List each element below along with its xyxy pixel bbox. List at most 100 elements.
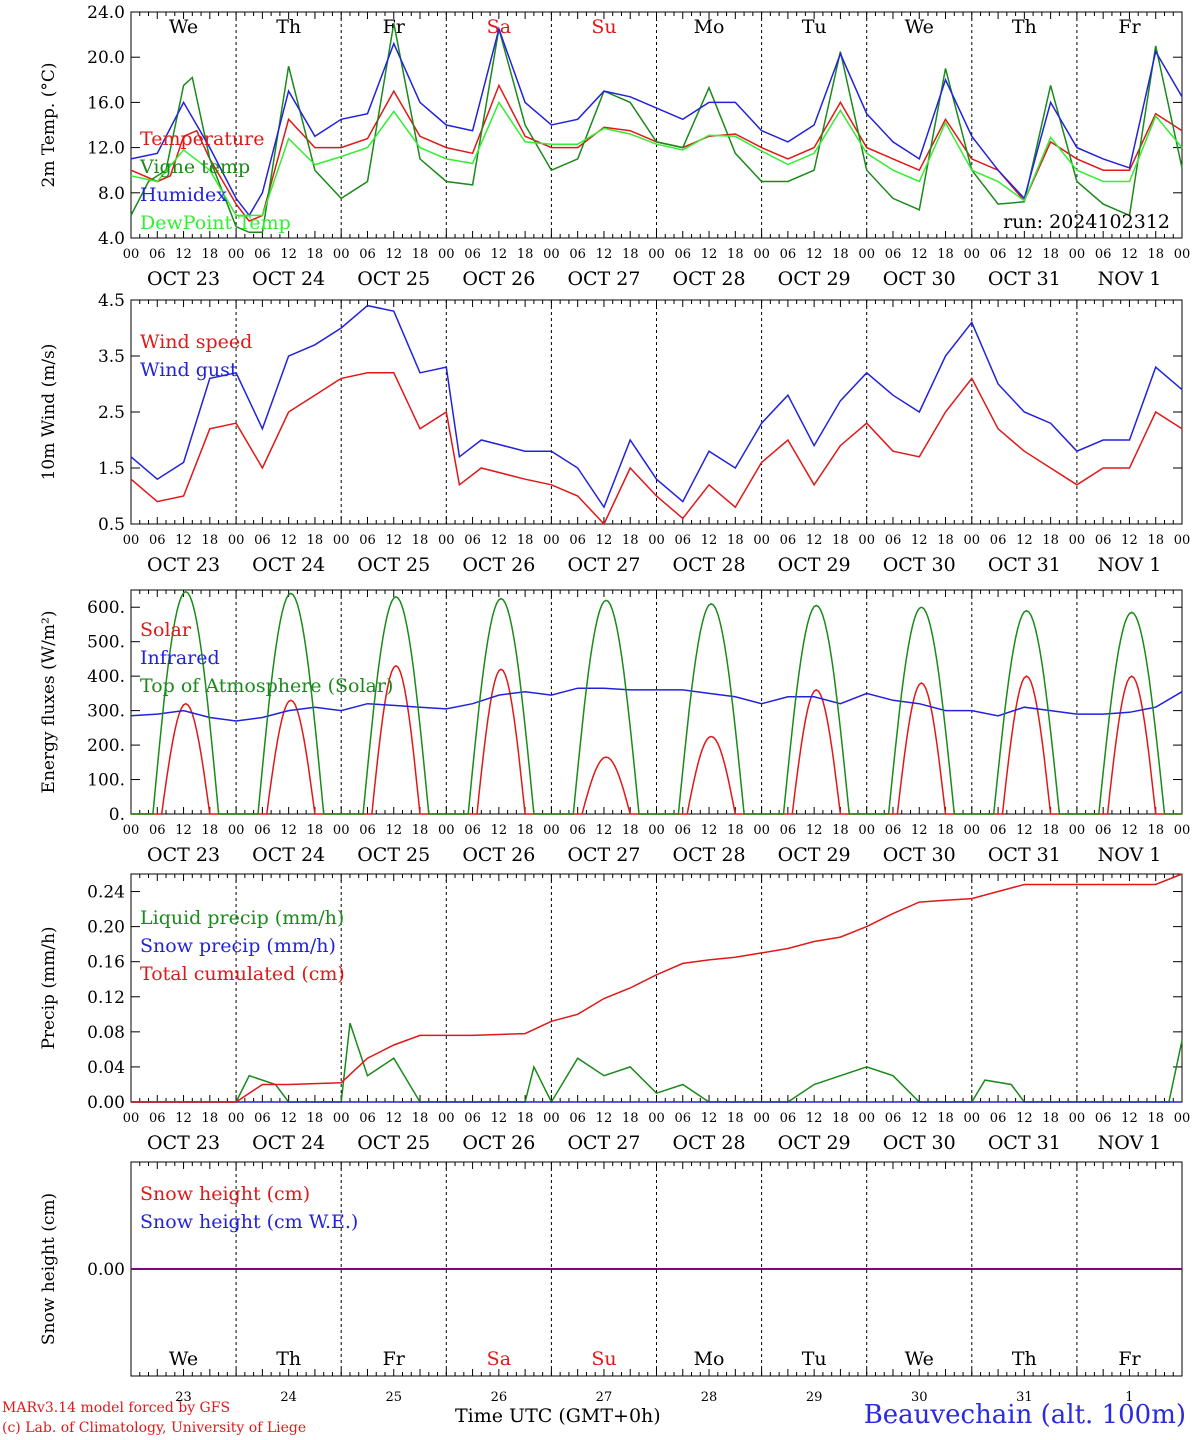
hour-label: 06 bbox=[359, 823, 376, 838]
y-axis-label: Snow height (cm) bbox=[39, 1193, 59, 1345]
hour-label: 00 bbox=[648, 1111, 665, 1126]
y-axis-label: Precip (mm/h) bbox=[39, 926, 59, 1049]
y-tick-label: 0. bbox=[109, 805, 125, 825]
hour-label: 18 bbox=[517, 533, 534, 548]
hour-label: 06 bbox=[675, 1111, 692, 1126]
legend-entry: Solar bbox=[140, 619, 192, 641]
hour-label: 06 bbox=[464, 1111, 481, 1126]
hour-label: 12 bbox=[175, 823, 192, 838]
day-number: 24 bbox=[280, 1390, 297, 1405]
hour-label: 18 bbox=[727, 247, 744, 262]
date-label: OCT 24 bbox=[252, 554, 325, 576]
y-tick-label: 0.16 bbox=[87, 953, 125, 973]
date-label: OCT 28 bbox=[673, 554, 746, 576]
day-number: 30 bbox=[911, 1390, 928, 1405]
day-label-top: Tu bbox=[802, 16, 827, 38]
hour-label: 12 bbox=[701, 823, 718, 838]
date-label: OCT 29 bbox=[778, 554, 851, 576]
hour-label: 06 bbox=[149, 533, 166, 548]
hour-label: 06 bbox=[780, 1111, 797, 1126]
y-tick-label: 200. bbox=[87, 736, 125, 756]
y-tick-label: 0.04 bbox=[87, 1058, 125, 1078]
y-tick-label: 0.08 bbox=[87, 1023, 125, 1043]
hour-label: 06 bbox=[675, 823, 692, 838]
hour-label: 06 bbox=[569, 1111, 586, 1126]
hour-label: 00 bbox=[1174, 823, 1191, 838]
day-number: 28 bbox=[701, 1390, 718, 1405]
hour-label: 12 bbox=[1121, 533, 1138, 548]
hour-label: 06 bbox=[569, 533, 586, 548]
y-tick-label: 400. bbox=[87, 667, 125, 687]
date-label: OCT 30 bbox=[883, 554, 956, 576]
day-label-top: Mo bbox=[694, 16, 725, 38]
series-line-total-cumulated-cm- bbox=[131, 873, 1183, 1103]
time-axis-label: Time UTC (GMT+0h) bbox=[455, 1405, 661, 1427]
date-label: OCT 28 bbox=[673, 268, 746, 290]
legend-entry: Wind speed bbox=[140, 331, 252, 353]
day-number: 26 bbox=[491, 1390, 508, 1405]
day-label-bottom: Fr bbox=[1118, 1348, 1141, 1370]
day-label-bottom: Tu bbox=[802, 1348, 827, 1370]
hour-label: 12 bbox=[280, 533, 297, 548]
legend-entry: Liquid precip (mm/h) bbox=[140, 907, 344, 929]
legend-entry: Snow precip (mm/h) bbox=[140, 935, 336, 957]
hour-label: 06 bbox=[1095, 247, 1112, 262]
y-tick-label: 2.5 bbox=[98, 403, 125, 423]
hour-label: 00 bbox=[858, 823, 875, 838]
hour-label: 18 bbox=[307, 533, 324, 548]
hour-label: 06 bbox=[990, 823, 1007, 838]
hour-label: 00 bbox=[964, 1111, 981, 1126]
hour-label: 18 bbox=[832, 823, 849, 838]
hour-label: 00 bbox=[438, 823, 455, 838]
hour-label: 00 bbox=[228, 533, 245, 548]
date-label: OCT 24 bbox=[252, 844, 325, 866]
hour-label: 12 bbox=[1016, 533, 1033, 548]
hour-label: 00 bbox=[648, 823, 665, 838]
hour-label: 00 bbox=[123, 247, 140, 262]
hour-label: 18 bbox=[1147, 247, 1164, 262]
hour-label: 06 bbox=[675, 533, 692, 548]
series-line-wind-gust bbox=[130, 304, 1183, 509]
hour-label: 18 bbox=[622, 823, 639, 838]
y-tick-label: 0.5 bbox=[98, 515, 125, 535]
legend-entry: Top of Atmosphere (Solar) bbox=[140, 675, 393, 697]
hour-label: 00 bbox=[438, 533, 455, 548]
day-number: 29 bbox=[806, 1390, 823, 1405]
hour-label: 18 bbox=[202, 533, 219, 548]
date-label: OCT 25 bbox=[357, 268, 430, 290]
y-tick-label: 8.0 bbox=[98, 184, 125, 204]
hour-label: 00 bbox=[753, 533, 770, 548]
hour-label: 00 bbox=[858, 247, 875, 262]
legend-entry: Wind gust bbox=[140, 359, 238, 381]
y-axis-label: Energy fluxes (W/m²) bbox=[39, 611, 59, 794]
hour-label: 18 bbox=[832, 247, 849, 262]
date-label: OCT 27 bbox=[567, 1132, 640, 1154]
copyright-credit: (c) Lab. of Climatology, University of L… bbox=[2, 1420, 307, 1436]
date-label: OCT 26 bbox=[462, 844, 535, 866]
hour-label: 12 bbox=[701, 1111, 718, 1126]
hour-label: 18 bbox=[412, 247, 429, 262]
date-label: NOV 1 bbox=[1098, 268, 1162, 290]
hour-label: 06 bbox=[569, 823, 586, 838]
series-line-humidex bbox=[130, 26, 1183, 217]
run-label: run: 2024102312 bbox=[1003, 211, 1170, 233]
hour-label: 00 bbox=[333, 1111, 350, 1126]
hour-label: 12 bbox=[596, 247, 613, 262]
hour-label: 18 bbox=[1147, 823, 1164, 838]
hour-label: 18 bbox=[1042, 1111, 1059, 1126]
date-label: NOV 1 bbox=[1098, 554, 1162, 576]
hour-label: 00 bbox=[123, 1111, 140, 1126]
y-axis-label: 10m Wind (m/s) bbox=[39, 344, 59, 481]
series-line-temperature bbox=[130, 83, 1183, 223]
hour-label: 12 bbox=[911, 247, 928, 262]
hour-label: 12 bbox=[385, 247, 402, 262]
hour-label: 00 bbox=[123, 823, 140, 838]
hour-label: 18 bbox=[937, 533, 954, 548]
hour-label: 06 bbox=[149, 1111, 166, 1126]
hour-label: 18 bbox=[412, 1111, 429, 1126]
hour-label: 18 bbox=[1147, 1111, 1164, 1126]
series-line-wind-speed bbox=[130, 372, 1183, 526]
date-label: NOV 1 bbox=[1098, 844, 1162, 866]
hour-label: 12 bbox=[280, 1111, 297, 1126]
